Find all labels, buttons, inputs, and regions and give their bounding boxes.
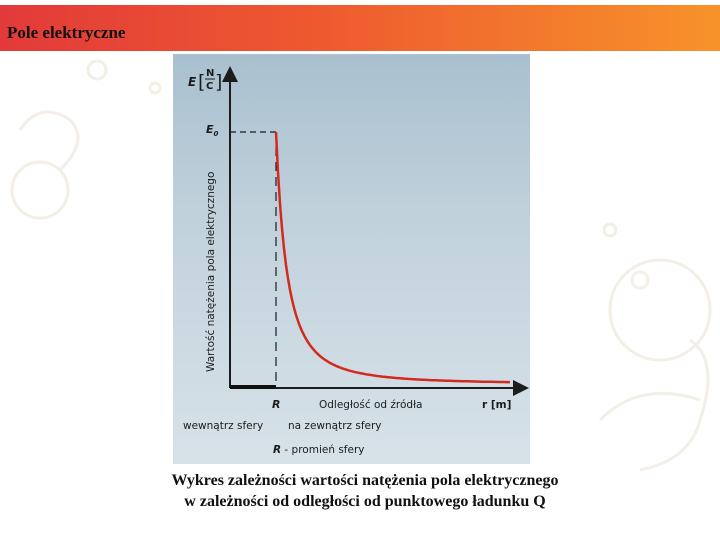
caption-line-1: Wykres zależności wartości natężenia pol… (171, 472, 559, 489)
x-axis-end-label: r [m] (482, 399, 511, 411)
title-bar: Pole elektryczne (0, 5, 720, 51)
unit-bracket-left-icon: [ (198, 71, 205, 93)
inside-region-label: wewnątrz sfery (183, 420, 263, 432)
unit-bracket-right-icon: ] (215, 71, 222, 93)
y-axis-unit-denominator: C (206, 81, 213, 92)
x-axis-label: Odległość od źródła (319, 399, 423, 411)
field-curve (274, 131, 510, 384)
radius-legend: R - promień sfery (273, 444, 365, 456)
y-axis-symbol: E (188, 75, 197, 89)
page-title: Pole elektryczne (7, 23, 126, 42)
e0-label: E0 (206, 123, 219, 138)
outside-region-label: na zewnątrz sfery (288, 420, 382, 432)
figure-caption: Wykres zależności wartości natężenia pol… (100, 470, 630, 512)
field-strength-diagram: E [ N C ] Wartość natężenia pola elektry… (173, 54, 530, 464)
caption-line-2: w zależności od odległości od punktowego… (184, 493, 546, 510)
r-tick-label: R (272, 398, 280, 411)
y-axis-unit-numerator: N (206, 68, 214, 79)
y-axis-label: Wartość natężenia pola elektrycznego (205, 172, 217, 372)
